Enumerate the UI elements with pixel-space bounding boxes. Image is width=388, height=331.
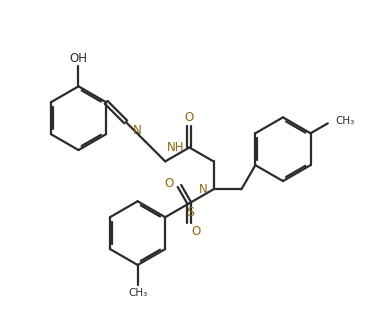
Text: O: O (164, 177, 173, 191)
Text: OH: OH (69, 52, 87, 65)
Text: N: N (199, 183, 208, 196)
Text: O: O (191, 225, 201, 238)
Text: CH₃: CH₃ (128, 288, 147, 298)
Text: S: S (186, 206, 194, 219)
Text: CH₃: CH₃ (336, 116, 355, 126)
Text: NH: NH (167, 141, 185, 155)
Text: N: N (133, 124, 142, 137)
Text: O: O (185, 111, 194, 124)
